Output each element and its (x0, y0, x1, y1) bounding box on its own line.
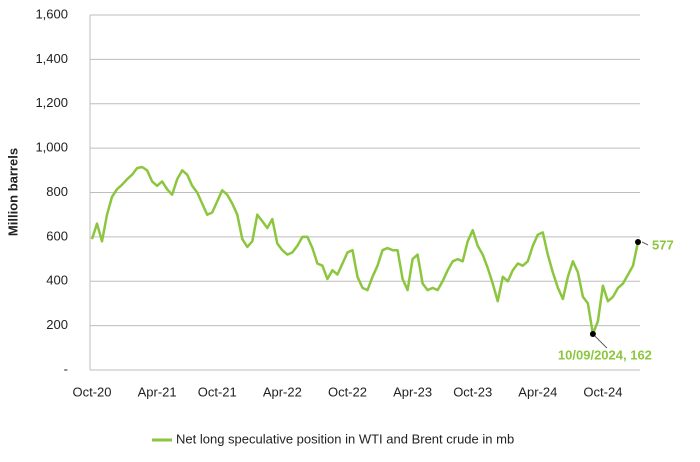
end-point (635, 238, 641, 245)
y-tick-label: 400 (46, 273, 68, 288)
y-tick-label: 1,000 (35, 140, 68, 155)
annotation: 10/09/2024, 162 (558, 347, 652, 362)
data-label: 577 (652, 237, 674, 252)
x-tick-label: Apr-23 (393, 384, 432, 399)
x-tick-label: Oct-24 (583, 384, 622, 399)
y-tick-label: 200 (46, 317, 68, 332)
x-tick-label: Oct-23 (453, 384, 492, 399)
leader (641, 241, 649, 246)
min-point (589, 331, 596, 338)
y-axis-label: Million barrels (5, 148, 20, 236)
y-tick-label: 1,200 (35, 95, 68, 110)
x-tick-label: Oct-22 (328, 384, 367, 399)
data-line (90, 165, 640, 336)
x-tick-label: Apr-24 (518, 384, 557, 399)
x-tick-label: Oct-20 (72, 384, 111, 399)
y-tick-label: 600 (46, 228, 68, 243)
x-tick-label: Apr-22 (263, 384, 302, 399)
y-tick-label: - (64, 361, 68, 376)
y-tick-label: 1,600 (35, 6, 68, 21)
y-tick-label: 1,400 (35, 51, 68, 66)
leader (594, 335, 608, 349)
legend-label: Net long speculative position in WTI and… (176, 431, 514, 446)
y-tick-label: 800 (46, 184, 68, 199)
x-tick-label: Apr-21 (138, 384, 177, 399)
x-tick-label: Oct-21 (198, 384, 237, 399)
